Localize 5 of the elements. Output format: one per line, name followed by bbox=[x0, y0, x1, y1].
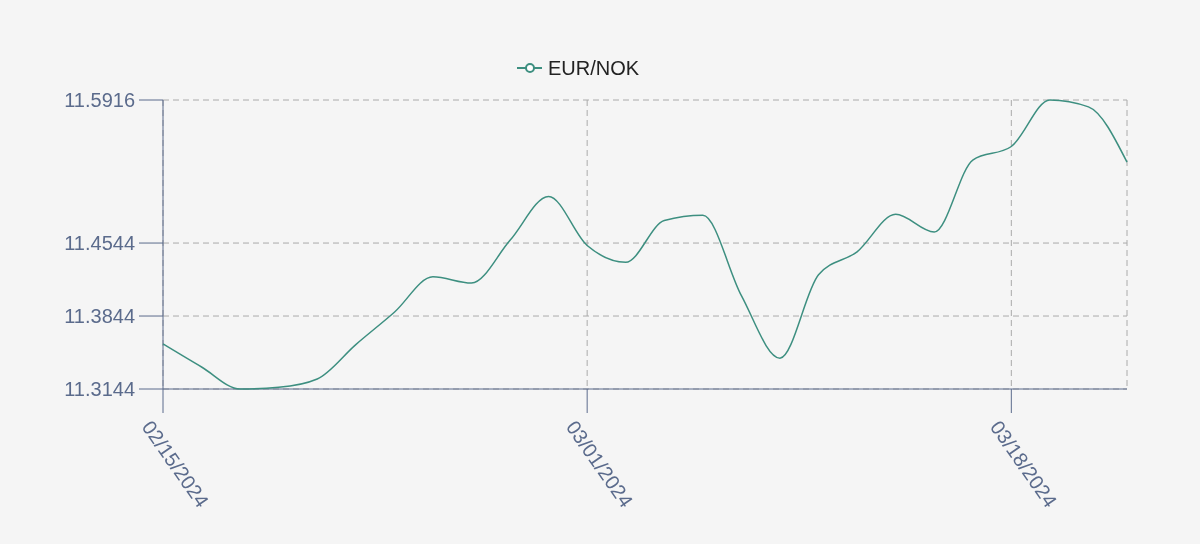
y-tick-label: 11.3144 bbox=[64, 378, 135, 400]
y-tick-label: 11.3844 bbox=[64, 305, 135, 328]
legend-label: EUR/NOK bbox=[548, 57, 640, 79]
y-tick-label: 11.4544 bbox=[64, 232, 135, 255]
y-tick-label: 11.5916 bbox=[64, 89, 135, 111]
